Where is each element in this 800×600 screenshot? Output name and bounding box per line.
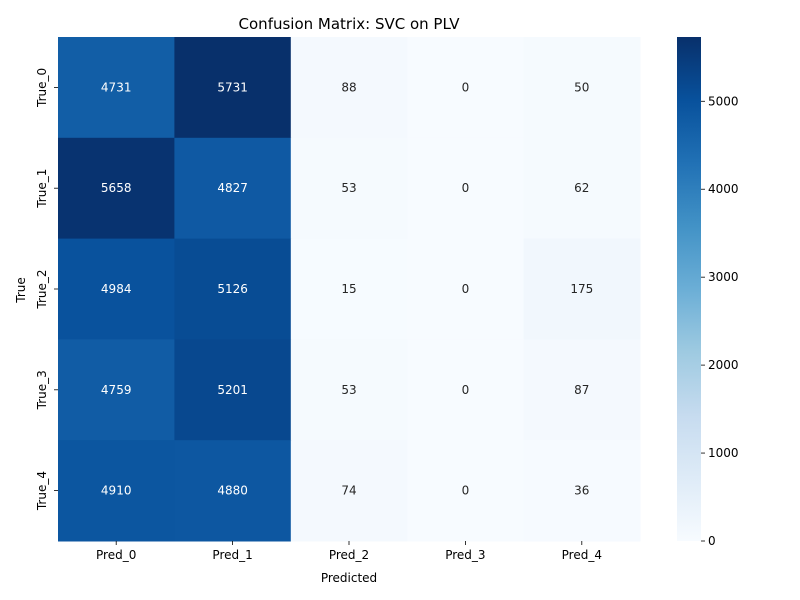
- heatmap-cell: [58, 238, 175, 340]
- heatmap-cell: [58, 339, 175, 441]
- cell-value-label: 0: [462, 80, 470, 94]
- heatmap-cell: [58, 37, 175, 139]
- heatmap-cell: [290, 137, 408, 240]
- heatmap-cell: [407, 137, 525, 240]
- cell-value-label: 53: [341, 181, 356, 195]
- colorbar-tick-label: 5000: [708, 94, 739, 108]
- heatmap-cell: [174, 440, 292, 542]
- heatmap-cell: [523, 440, 641, 542]
- heatmap-cell: [407, 440, 525, 542]
- x-tick-label: Pred_0: [96, 548, 136, 562]
- heatmap-cell: [290, 37, 408, 139]
- cell-value-label: 88: [341, 80, 356, 94]
- cell-value-label: 50: [574, 80, 589, 94]
- heatmap-cell: [523, 37, 641, 139]
- cell-value-label: 0: [462, 282, 470, 296]
- heatmap-cell: [58, 137, 175, 240]
- x-tick-label: Pred_1: [212, 548, 252, 562]
- cell-value-label: 4910: [101, 484, 132, 498]
- heatmap-cell: [174, 238, 292, 340]
- cell-value-label: 4880: [217, 484, 248, 498]
- x-tick-label: Pred_3: [445, 548, 485, 562]
- cell-value-label: 4759: [101, 383, 132, 397]
- cell-value-label: 5731: [217, 80, 248, 94]
- cell-value-label: 62: [574, 181, 589, 195]
- cell-value-label: 5658: [101, 181, 132, 195]
- heatmap-cell: [523, 137, 641, 240]
- heatmap-cell: [174, 37, 292, 139]
- heatmap-cell: [174, 339, 292, 441]
- colorbar-tick-label: 3000: [708, 270, 739, 284]
- heatmap-cells: [58, 37, 641, 542]
- colorbar-tick-label: 2000: [708, 358, 739, 372]
- cell-value-label: 0: [462, 484, 470, 498]
- colorbar-ticks: 0 1000 2000 3000 4000 5000: [701, 94, 739, 548]
- chart-title: Confusion Matrix: SVC on PLV: [239, 15, 461, 33]
- cell-value-label: 4984: [101, 282, 132, 296]
- x-axis-ticks: Pred_0 Pred_1 Pred_2 Pred_3 Pred_4: [96, 541, 602, 562]
- y-axis-label: True: [14, 277, 28, 304]
- heatmap-cell: [407, 238, 525, 340]
- cell-value-label: 87: [574, 383, 589, 397]
- heatmap-cell: [174, 137, 292, 240]
- cell-value-label: 5126: [217, 282, 248, 296]
- heatmap-cell-labels: 4731 5731 88 0 50 5658 4827 53 0 62 4984 5126 15 0 175…: [101, 80, 593, 497]
- x-tick-label: Pred_2: [329, 548, 369, 562]
- y-tick-label: True_3: [35, 370, 49, 410]
- cell-value-label: 175: [570, 282, 593, 296]
- cell-value-label: 53: [341, 383, 356, 397]
- heatmap-cell: [407, 339, 525, 441]
- y-tick-label: True_1: [35, 169, 49, 209]
- heatmap-cell: [523, 238, 641, 340]
- x-tick-label: Pred_4: [562, 548, 602, 562]
- heatmap-cell: [290, 440, 408, 542]
- cell-value-label: 36: [574, 484, 589, 498]
- y-axis-ticks: True_0 True_1 True_2 True_3 True_4: [35, 68, 58, 511]
- cell-value-label: 0: [462, 181, 470, 195]
- y-tick-label: True_2: [35, 269, 49, 309]
- colorbar-tick-label: 1000: [708, 446, 739, 460]
- cell-value-label: 15: [341, 282, 356, 296]
- x-axis-label: Predicted: [321, 571, 377, 585]
- heatmap-cell: [407, 37, 525, 139]
- heatmap-cell: [58, 440, 175, 542]
- colorbar-tick-label: 0: [708, 534, 716, 548]
- heatmap-cell: [290, 339, 408, 441]
- heatmap-cell: [290, 238, 408, 340]
- cell-value-label: 4827: [217, 181, 248, 195]
- cell-value-label: 0: [462, 383, 470, 397]
- y-tick-label: True_0: [35, 68, 49, 108]
- cell-value-label: 5201: [217, 383, 248, 397]
- cell-value-label: 74: [341, 484, 356, 498]
- heatmap-cell: [523, 339, 641, 441]
- colorbar: [677, 37, 701, 541]
- cell-value-label: 4731: [101, 80, 132, 94]
- colorbar-tick-label: 4000: [708, 182, 739, 196]
- y-tick-label: True_4: [35, 471, 49, 511]
